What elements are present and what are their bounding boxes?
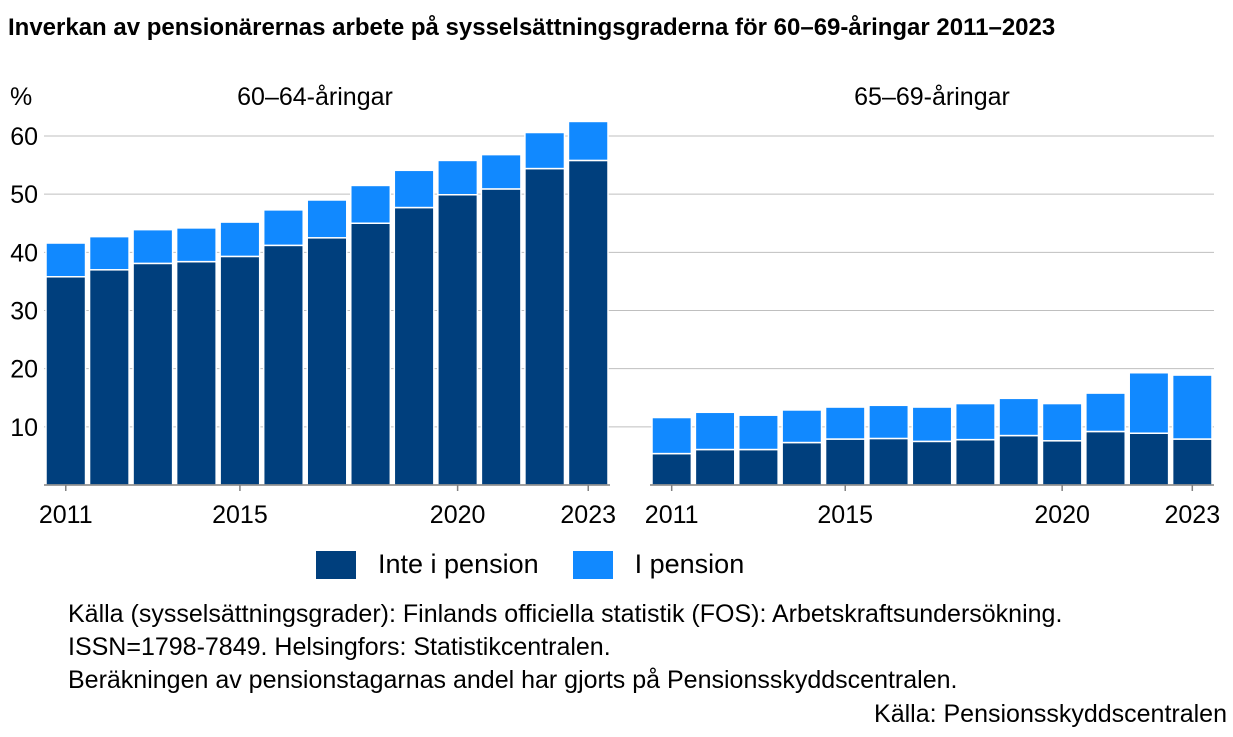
bar-65-69-2018-inte-i-pension: [954, 438, 996, 486]
y-tick-label-40: 40: [10, 239, 38, 267]
source-line-2: ISSN=1798-7849. Helsingfors: Statistikce…: [68, 633, 611, 661]
legend-swatch-i-pension: [572, 550, 613, 579]
bar-65-69-2020-i-pension: [1041, 402, 1083, 442]
y-tick-label-50: 50: [10, 181, 38, 209]
bar-65-69-2012-i-pension: [694, 411, 736, 451]
legend-swatch-inte-i-pension: [316, 550, 356, 579]
source-line-3: Beräkningen av pensionstagarnas andel ha…: [68, 666, 958, 694]
legend-label-i-pension: I pension: [634, 549, 745, 579]
bar-65-69-2015-inte-i-pension: [824, 438, 866, 486]
bar-60-64-2022-i-pension: [524, 131, 566, 170]
bar-65-69-2022-inte-i-pension: [1128, 432, 1170, 486]
bar-60-64-2011-inte-i-pension: [45, 276, 87, 486]
axis-layer: [44, 484, 1214, 491]
bar-60-64-2013-inte-i-pension: [132, 262, 174, 486]
bar-65-69-2013-inte-i-pension: [738, 448, 779, 486]
stacked-bar-chart: 10 20 30 40 50 60% 60–64-åringar 2011 2015 2020 20…: [10, 83, 1220, 529]
bar-65-69-2014-inte-i-pension: [781, 441, 823, 486]
bar-60-64-2012-i-pension: [88, 235, 130, 271]
bar-60-64-2021-i-pension: [480, 153, 522, 190]
bar-65-69-2019-inte-i-pension: [998, 434, 1040, 486]
bar-65-69-2017-inte-i-pension: [911, 440, 953, 486]
x-tick-label-1-2023: 2023: [560, 501, 616, 529]
bar-65-69-2012-inte-i-pension: [694, 448, 736, 486]
bar-60-64-2016-i-pension: [262, 209, 304, 247]
bar-65-69-2021-inte-i-pension: [1085, 430, 1126, 486]
bar-65-69-2013-i-pension: [738, 414, 779, 451]
bar-60-64-2016-inte-i-pension: [262, 244, 304, 486]
bar-65-69-2011-i-pension: [651, 416, 693, 455]
y-tick-label-10: 10: [10, 414, 38, 442]
bar-60-64-2014-i-pension: [175, 227, 217, 263]
bar-60-64-2015-inte-i-pension: [219, 255, 261, 486]
x-tick-label-2-2020: 2020: [1034, 501, 1090, 529]
bar-65-69-2011-inte-i-pension: [651, 452, 693, 486]
bar-65-69-2021-i-pension: [1085, 392, 1126, 433]
bar-60-64-2022-inte-i-pension: [524, 167, 566, 486]
legend-label-inte-i-pension: Inte i pension: [378, 549, 539, 579]
bar-60-64-2018-inte-i-pension: [350, 222, 392, 486]
bar-65-69-2017-i-pension: [911, 406, 953, 443]
label-layer: 10 20 30 40 50 60% 60–64-åringar 2011 2015 2020 20…: [10, 83, 1220, 529]
y-tick-label-30: 30: [10, 298, 38, 326]
y-tick-label-60: 60: [10, 123, 38, 151]
bar-60-64-2020-inte-i-pension: [437, 193, 479, 486]
bar-60-64-2021-inte-i-pension: [480, 188, 522, 486]
bar-60-64-2017-i-pension: [306, 199, 348, 239]
bar-65-69-2023-inte-i-pension: [1171, 438, 1213, 486]
source-line-1: Källa (sysselsättningsgrader): Finlands …: [68, 600, 1063, 628]
panel-title-1: 60–64-åringar: [237, 83, 393, 111]
x-tick-label-1-2020: 2020: [430, 501, 486, 529]
bar-65-69-2016-inte-i-pension: [868, 437, 910, 486]
bar-60-64-2012-inte-i-pension: [88, 269, 130, 486]
bar-65-69-2015-i-pension: [824, 406, 866, 440]
bar-60-64-2015-i-pension: [219, 221, 261, 258]
bar-65-69-2023-i-pension: [1171, 374, 1213, 440]
bar-65-69-2014-i-pension: [781, 409, 823, 444]
y-axis-unit-label: %: [10, 83, 32, 111]
legend-item-i-pension: I pension: [572, 549, 745, 580]
x-tick-label-2-2015: 2015: [817, 501, 873, 529]
bar-60-64-2019-i-pension: [393, 169, 435, 209]
bar-60-64-2018-i-pension: [350, 184, 392, 224]
bar-65-69-2016-i-pension: [868, 404, 910, 440]
chart-title: Inverkan av pensionärernas arbete på sys…: [8, 14, 1056, 41]
legend-item-inte-i-pension: Inte i pension: [316, 549, 539, 580]
x-tick-label-2-2011: 2011: [645, 501, 699, 529]
bar-60-64-2017-inte-i-pension: [306, 237, 348, 486]
x-tick-label-2-2023: 2023: [1164, 501, 1220, 529]
bar-60-64-2019-inte-i-pension: [393, 206, 435, 486]
x-tick-label-1-2015: 2015: [212, 501, 268, 529]
bar-60-64-2023-inte-i-pension: [567, 159, 609, 486]
bar-60-64-2020-i-pension: [437, 159, 479, 196]
bar-layer: [45, 120, 1213, 486]
x-tick-label-1-2011: 2011: [39, 501, 93, 529]
bar-65-69-2019-i-pension: [998, 397, 1040, 437]
legend: Inte i pension I pension: [316, 549, 778, 580]
bar-65-69-2020-inte-i-pension: [1041, 440, 1083, 486]
source-line-4: Källa: Pensionsskyddscentralen: [874, 700, 1227, 728]
bar-60-64-2014-inte-i-pension: [175, 260, 217, 486]
panel-title-2: 65–69-åringar: [854, 83, 1010, 111]
bar-60-64-2023-i-pension: [567, 120, 609, 162]
bar-60-64-2011-i-pension: [45, 242, 87, 278]
bar-60-64-2013-i-pension: [132, 228, 174, 265]
bar-65-69-2018-i-pension: [954, 402, 996, 441]
y-tick-label-20: 20: [10, 356, 38, 384]
bar-65-69-2022-i-pension: [1128, 371, 1170, 434]
